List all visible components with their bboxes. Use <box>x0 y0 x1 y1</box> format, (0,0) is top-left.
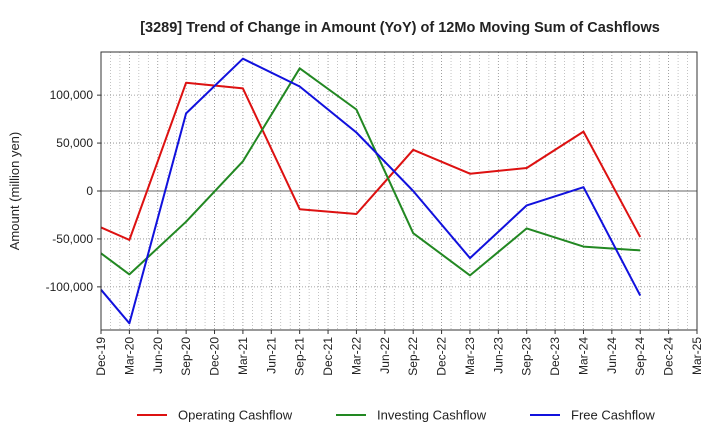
chart-title: [3289] Trend of Change in Amount (YoY) o… <box>140 20 660 36</box>
x-tick-label: Mar-25 <box>690 337 704 375</box>
y-tick-label: 0 <box>86 184 93 198</box>
y-axis-label: Amount (million yen) <box>7 132 22 251</box>
x-tick-label: Dec-24 <box>662 337 676 376</box>
series-line-operating-cashflow <box>100 81 642 241</box>
legend: Operating Cashflow Investing Cashflow Free… <box>137 408 655 423</box>
x-tick-label: Sep-20 <box>179 337 193 376</box>
x-tick-label: Jun-24 <box>605 337 619 374</box>
series-lines <box>100 57 642 325</box>
y-axis-ticks: -100,000 -50,000 0 50,000 100,000 <box>46 88 101 294</box>
x-tick-label: Mar-23 <box>463 337 477 375</box>
series-line-investing-cashflow <box>100 67 641 277</box>
series-line-free-cashflow <box>100 57 642 325</box>
y-tick-label: -50,000 <box>52 232 93 246</box>
x-tick-label: Sep-22 <box>406 337 420 376</box>
legend-label: Operating Cashflow <box>178 408 293 423</box>
x-tick-label: Jun-23 <box>491 337 505 374</box>
x-tick-label: Sep-21 <box>293 337 307 376</box>
y-tick-label: -100,000 <box>46 280 94 294</box>
x-tick-label: Dec-22 <box>435 337 449 376</box>
x-tick-label: Mar-20 <box>122 337 136 375</box>
x-tick-label: Mar-24 <box>576 337 590 375</box>
x-tick-label: Jun-22 <box>378 337 392 374</box>
x-tick-label: Dec-20 <box>208 337 222 376</box>
legend-label: Free Cashflow <box>571 408 655 423</box>
x-tick-label: Dec-19 <box>94 337 108 376</box>
x-tick-label: Sep-24 <box>633 337 647 376</box>
y-tick-label: 50,000 <box>56 136 93 150</box>
x-tick-label: Jun-21 <box>264 337 278 374</box>
x-tick-label: Jun-20 <box>151 337 165 374</box>
y-tick-label: 100,000 <box>50 88 94 102</box>
legend-label: Investing Cashflow <box>377 408 487 423</box>
x-tick-label: Sep-23 <box>520 337 534 376</box>
x-tick-label: Dec-21 <box>321 337 335 376</box>
x-tick-label: Dec-23 <box>548 337 562 376</box>
x-axis-ticks: Dec-19 Mar-20 Jun-20 Sep-20 Dec-20 Mar-21 Jun-… <box>94 330 704 376</box>
x-tick-label: Mar-22 <box>349 337 363 375</box>
grid <box>100 52 698 330</box>
x-tick-label: Mar-21 <box>236 337 250 375</box>
